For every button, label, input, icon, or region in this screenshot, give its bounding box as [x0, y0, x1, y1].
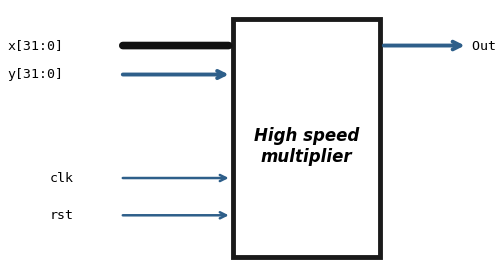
Text: Out [31:0]: Out [31:0]: [472, 39, 500, 52]
Text: rst: rst: [50, 209, 74, 222]
Text: clk: clk: [50, 171, 74, 185]
Text: x[31:0]: x[31:0]: [8, 39, 64, 52]
Text: High speed
multiplier: High speed multiplier: [254, 127, 359, 166]
Bar: [232, 19, 380, 257]
Text: y[31:0]: y[31:0]: [8, 68, 64, 81]
